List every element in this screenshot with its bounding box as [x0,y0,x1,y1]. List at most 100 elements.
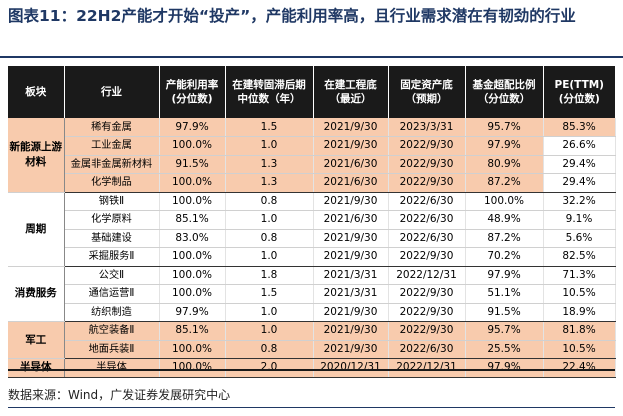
capacity-utilization-cell: 100.0% [159,340,226,359]
sector-cell: 新能源上游材料 [8,118,65,193]
fixed-asset-bottom-cell: 2023/3/31 [388,118,466,137]
pe-ttm-cell: 9.1% [543,210,616,230]
industry-cell: 采掘服务Ⅱ [64,247,160,267]
fund-overweight-cell: 48.9% [465,210,544,230]
table-row: 金属非金属新材料 91.5% 1.3 2021/6/30 2022/9/30 80.9% 2… [8,155,616,174]
fund-overweight-cell: 87.2% [465,173,544,193]
capacity-utilization-cell: 100.0% [159,173,226,193]
table-row: 化学制品 100.0% 1.3 2021/6/30 2022/9/30 87.2% 29.4… [8,173,616,193]
conversion-lag-cell: 1.0 [225,136,314,156]
table-row: 基础建设 83.0% 0.8 2021/9/30 2022/6/30 87.2% 5.6% [8,229,616,248]
pe-ttm-cell: 85.3% [543,118,616,137]
table-bottom-rule [8,369,615,371]
conversion-lag-cell: 1.3 [225,155,314,174]
header-conversion-lag: 在建转固滞后期 中位数（年） [225,66,314,118]
table-row: 化学原料 85.1% 1.0 2021/6/30 2022/6/30 48.9% 9.1% [8,210,616,230]
header-fixed-asset-bottom: 固定资产底 （预期） [388,66,466,118]
fixed-asset-bottom-cell: 2022/6/30 [388,192,466,211]
table-row: 地面兵装Ⅱ 100.0% 0.8 2021/9/30 2022/6/30 25.5% 10.… [8,340,616,359]
pe-ttm-cell: 10.5% [543,284,616,304]
fixed-asset-bottom-cell: 2022/12/31 [388,358,466,378]
header-sector: 板块 [8,66,65,118]
table-row: 消费服务 公交Ⅱ 100.0% 1.8 2021/3/31 2022/12/31 97.9%… [8,266,616,322]
capacity-utilization-cell: 97.9% [159,303,226,322]
table-row: 采掘服务Ⅱ 100.0% 1.0 2021/9/30 2022/9/30 70.2% 82.… [8,247,616,267]
capacity-utilization-cell: 100.0% [159,284,226,304]
cip-bottom-cell: 2021/3/31 [313,266,389,285]
conversion-lag-cell: 1.0 [225,321,314,341]
fixed-asset-bottom-cell: 2022/12/31 [388,266,466,285]
capacity-utilization-cell: 97.9% [159,118,226,137]
capacity-utilization-cell: 85.1% [159,321,226,341]
pe-ttm-cell: 22.4% [543,358,616,378]
industry-cell: 化学原料 [64,210,160,230]
conversion-lag-cell: 1.3 [225,173,314,193]
capacity-utilization-cell: 100.0% [159,358,226,378]
cip-bottom-cell: 2020/12/31 [313,358,389,378]
conversion-lag-cell: 1.5 [225,118,314,137]
capacity-utilization-cell: 91.5% [159,155,226,174]
conversion-lag-cell: 1.0 [225,247,314,267]
fund-overweight-cell: 95.7% [465,321,544,341]
sector-cell: 军工 [8,321,65,359]
capacity-utilization-cell: 100.0% [159,247,226,267]
sector-cell: 半导体 [8,358,65,378]
industry-cell: 公交Ⅱ [64,266,160,285]
cip-bottom-cell: 2021/9/30 [313,340,389,359]
cip-bottom-cell: 2021/9/30 [313,136,389,156]
industry-cell: 纺织制造 [64,303,160,322]
title-rule [0,56,623,58]
fund-overweight-cell: 87.2% [465,229,544,248]
industry-cell: 基础建设 [64,229,160,248]
fund-overweight-cell: 97.9% [465,136,544,156]
fixed-asset-bottom-cell: 2022/9/30 [388,155,466,174]
fund-overweight-cell: 97.9% [465,358,544,378]
header-cip-bottom: 在建工程底 （最近） [313,66,389,118]
industry-cell: 化学制品 [64,173,160,193]
pe-ttm-cell: 5.6% [543,229,616,248]
header-pe-ttm: PE(TTM) (分位数) [543,66,615,118]
pe-ttm-cell: 26.6% [543,136,616,156]
table-row: 通信运营Ⅱ 100.0% 1.5 2021/3/31 2022/9/30 51.1% 10.… [8,284,616,304]
conversion-lag-cell: 0.8 [225,229,314,248]
fixed-asset-bottom-cell: 2022/6/30 [388,340,466,359]
cip-bottom-cell: 2021/3/31 [313,284,389,304]
fixed-asset-bottom-cell: 2022/9/30 [388,284,466,304]
table-body: 新能源上游材料 稀有金属 97.9% 1.5 2021/9/30 2023/3/31 95.… [8,118,616,378]
cip-bottom-cell: 2021/9/30 [313,321,389,341]
industry-cell: 钢铁Ⅱ [64,192,160,211]
fixed-asset-bottom-cell: 2022/9/30 [388,136,466,156]
table-row: 工业金属 100.0% 1.0 2021/9/30 2022/9/30 97.9% 26.6… [8,136,616,156]
header-capacity-utilization: 产能利用率 (分位数) [159,66,226,118]
industry-cell: 金属非金属新材料 [64,155,160,174]
cip-bottom-cell: 2021/9/30 [313,192,389,211]
header-fund-overweight: 基金超配比例 （分位数） [465,66,544,118]
footer-rule [8,407,615,408]
capacity-utilization-cell: 100.0% [159,136,226,156]
fund-overweight-cell: 25.5% [465,340,544,359]
conversion-lag-cell: 1.8 [225,266,314,285]
figure-title: 图表11：22H2产能才开始“投产”，产能利用率高，且行业需求潜在有韧劲的行业 [8,7,576,25]
cip-bottom-cell: 2021/6/30 [313,155,389,174]
data-table: 板块 行业 产能利用率 (分位数) 在建转固滞后期 中位数（年） 在建工程底 （… [8,66,616,378]
capacity-utilization-cell: 100.0% [159,266,226,285]
sector-cell: 消费服务 [8,266,65,322]
pe-ttm-cell: 82.5% [543,247,616,267]
cip-bottom-cell: 2021/6/30 [313,210,389,230]
pe-ttm-cell: 71.3% [543,266,616,285]
pe-ttm-cell: 10.5% [543,340,616,359]
industry-cell: 地面兵装Ⅱ [64,340,160,359]
pe-ttm-cell: 32.2% [543,192,616,211]
cip-bottom-cell: 2021/9/30 [313,247,389,267]
source-note: 数据来源：Wind，广发证券发展研究中心 [8,388,231,402]
table-row: 半导体 半导体 100.0% 2.0 2020/12/31 2022/12/31 97.9%… [8,358,616,378]
header-row: 板块 行业 产能利用率 (分位数) 在建转固滞后期 中位数（年） 在建工程底 （… [8,66,615,118]
table-row: 纺织制造 97.9% 1.0 2021/9/30 2022/9/30 91.5% 18.9% [8,303,616,322]
fund-overweight-cell: 95.7% [465,118,544,137]
fixed-asset-bottom-cell: 2022/6/30 [388,229,466,248]
conversion-lag-cell: 0.8 [225,192,314,211]
header-industry: 行业 [64,66,160,118]
fund-overweight-cell: 91.5% [465,303,544,322]
table-row: 周期 钢铁Ⅱ 100.0% 0.8 2021/9/30 2022/6/30 100.0% 32… [8,192,616,267]
capacity-utilization-cell: 85.1% [159,210,226,230]
